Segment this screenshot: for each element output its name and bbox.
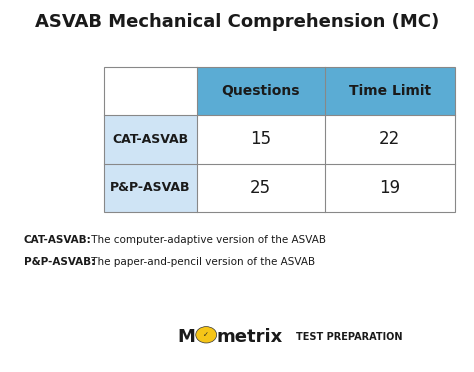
Bar [197,164,325,212]
Text: 25: 25 [250,179,271,197]
Bar [325,164,455,212]
Text: P&P-ASVAB: P&P-ASVAB [110,182,191,194]
Bar [104,67,197,115]
Bar [104,164,197,212]
Text: Questions: Questions [221,84,300,98]
Text: 19: 19 [379,179,401,197]
Text: The paper-and-pencil version of the ASVAB: The paper-and-pencil version of the ASVA… [88,257,315,267]
Text: CAT-ASVAB: CAT-ASVAB [112,133,189,146]
Bar [197,115,325,164]
Bar [104,115,197,164]
Bar [197,67,455,115]
Text: metrix: metrix [217,328,283,346]
Text: ASVAB Mechanical Comprehension (MC): ASVAB Mechanical Comprehension (MC) [35,13,439,31]
Text: The computer-adaptive version of the ASVAB: The computer-adaptive version of the ASV… [88,235,326,245]
Text: 15: 15 [250,131,271,148]
Text: CAT-ASVAB:: CAT-ASVAB: [24,235,91,245]
Text: 22: 22 [379,131,401,148]
Text: Time Limit: Time Limit [349,84,431,98]
Circle shape [196,327,217,343]
Text: ✓: ✓ [203,332,209,338]
Bar [325,115,455,164]
Text: P&P-ASVAB:: P&P-ASVAB: [24,257,95,267]
Text: M: M [177,328,195,346]
Bar [104,67,455,212]
Text: TEST PREPARATION: TEST PREPARATION [296,332,403,341]
